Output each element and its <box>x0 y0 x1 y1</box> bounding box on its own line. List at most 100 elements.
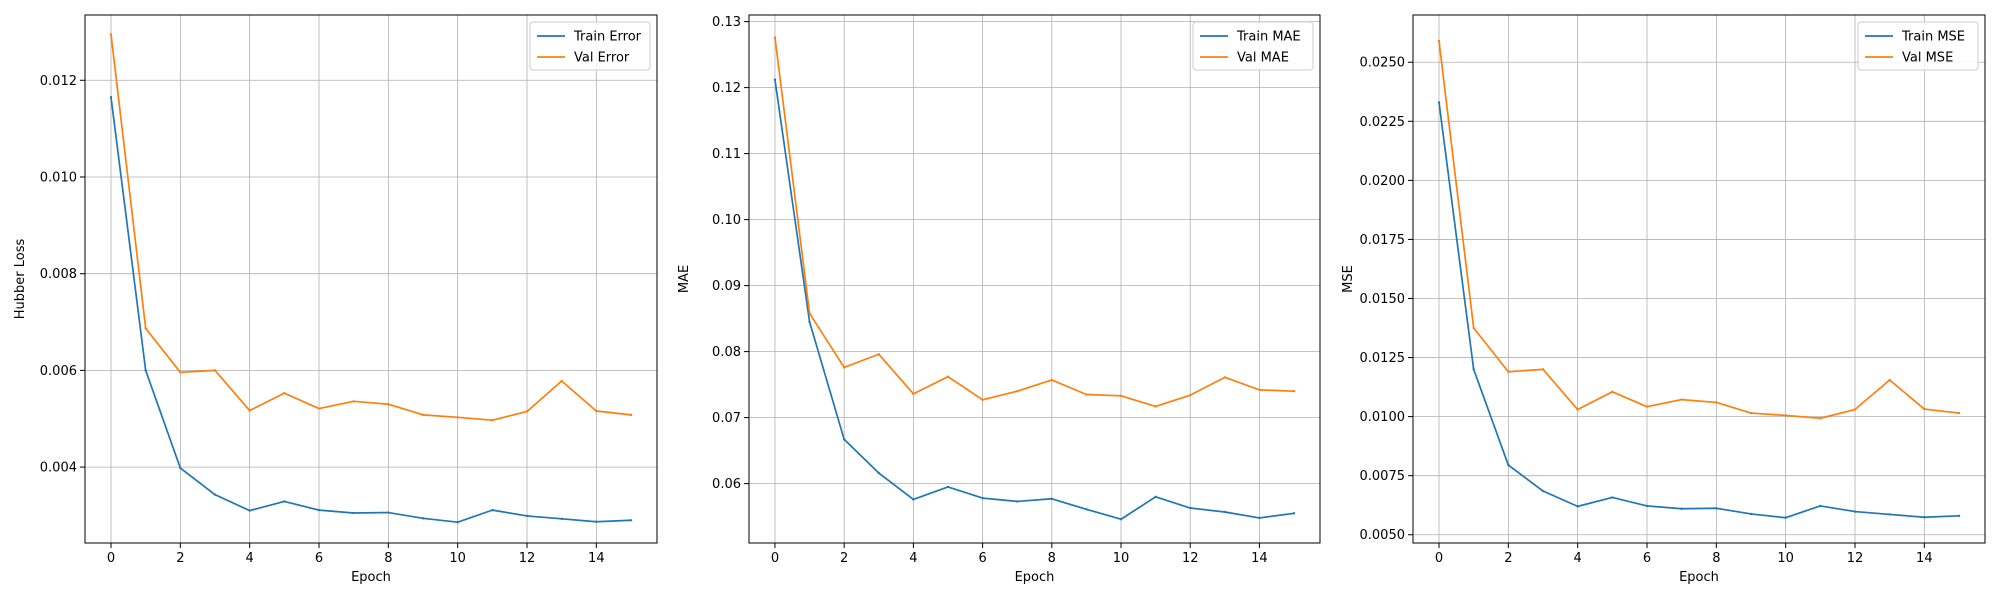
val-mae-point <box>981 398 984 401</box>
val-mse-point <box>1749 411 1753 415</box>
y-tick-label: 0.0150 <box>1360 292 1406 307</box>
train-error-point <box>595 520 598 523</box>
x-tick-label: 12 <box>1847 551 1864 566</box>
train-mae-point <box>912 498 915 501</box>
val-mae-point <box>946 375 950 378</box>
legend: Train Error Val Error <box>529 21 651 71</box>
y-tick-label: 0.0125 <box>1360 351 1406 366</box>
train-mae-point <box>1119 518 1123 521</box>
val-error-point <box>144 327 147 330</box>
val-mse-point <box>1576 408 1579 411</box>
y-tick-label: 0.012 <box>40 74 77 89</box>
val-error-point <box>352 400 355 403</box>
y-axis-label: MSE <box>1341 265 1356 293</box>
plot-frame <box>84 14 658 544</box>
train-mae-point <box>1258 516 1261 520</box>
val-error-point <box>421 413 425 417</box>
y-tick-label: 0.0200 <box>1360 174 1406 189</box>
train-error-point <box>283 500 286 503</box>
legend-box <box>1192 21 1314 71</box>
val-mae-point <box>1119 394 1123 398</box>
val-mae-point <box>842 366 846 369</box>
train-error-line <box>110 97 632 524</box>
val-mse-point <box>1472 326 1475 330</box>
train-error-point <box>248 509 251 512</box>
legend: Train MAE Val MAE <box>1192 21 1314 71</box>
val-mse-point <box>1923 407 1926 411</box>
train-mse-point <box>1437 101 1441 104</box>
y-tick-label: 0.09 <box>712 279 741 294</box>
val-mse-point <box>1888 378 1891 382</box>
legend-label-val-mae: Val MAE <box>1237 51 1289 66</box>
train-mae-point <box>808 320 811 324</box>
train-mae-point <box>877 471 880 475</box>
val-mse-point <box>1957 411 1961 415</box>
train-mse-point <box>1749 512 1753 516</box>
y-tick-label: 0.0100 <box>1360 410 1406 425</box>
val-error-point <box>525 410 529 413</box>
x-tick-label: 14 <box>588 551 605 566</box>
val-mae-point <box>1015 390 1019 393</box>
train-mse-point <box>1853 510 1857 513</box>
y-tick-label: 0.07 <box>712 411 741 426</box>
val-mae-point <box>808 312 811 315</box>
x-tick-label: 0 <box>107 551 115 566</box>
val-mae-point <box>1154 405 1157 408</box>
train-mae-point <box>981 496 984 500</box>
train-mae-point <box>1154 495 1157 498</box>
val-error-point <box>109 33 113 36</box>
y-axis-label: Hubber Loss <box>13 239 28 320</box>
train-mae-line <box>774 79 1295 521</box>
train-mse-point <box>1819 504 1822 508</box>
val-error-line <box>110 34 632 422</box>
mse-chart: 0 2 4 6 8 10 12 14 0.0050 0.0075 0.0100 0.0125 0.015… <box>1341 14 1986 585</box>
x-tick-label: 8 <box>1048 551 1056 566</box>
train-mse-point <box>1680 507 1683 510</box>
y-tick-label: 0.12 <box>712 81 741 96</box>
val-mse-point <box>1507 370 1510 373</box>
legend-label-train-mae: Train MAE <box>1236 30 1301 45</box>
plot-frame <box>1412 14 1986 544</box>
x-tick-label: 14 <box>1251 551 1268 566</box>
train-mse-point <box>1888 513 1891 516</box>
train-mae-point <box>946 485 950 489</box>
val-mae-point <box>1189 393 1192 397</box>
y-tick-label: 0.008 <box>40 267 77 282</box>
train-mae-point <box>842 438 846 441</box>
legend-label-train-error: Train Error <box>573 30 642 45</box>
legend-label-train-mse: Train MSE <box>1901 30 1965 45</box>
val-mae-point <box>773 36 777 39</box>
val-mae-point <box>1085 393 1088 396</box>
train-error-point <box>560 517 563 521</box>
val-mae-point <box>1223 376 1227 379</box>
legend-label-val-error: Val Error <box>574 51 630 66</box>
train-error-point <box>179 466 182 470</box>
train-mse-point <box>1645 504 1649 508</box>
train-error-point <box>421 517 425 520</box>
val-error-point <box>560 379 563 383</box>
x-axis-label: Epoch <box>1679 570 1719 585</box>
y-tick-label: 0.0225 <box>1360 115 1406 130</box>
x-tick-label: 2 <box>176 551 184 566</box>
y-tick-label: 0.010 <box>40 170 77 185</box>
x-tick-label: 10 <box>449 551 466 566</box>
val-error-point <box>283 391 286 395</box>
val-mse-point <box>1541 368 1545 371</box>
legend-box <box>1857 21 1979 71</box>
y-tick-label: 0.006 <box>40 364 77 379</box>
x-tick-label: 4 <box>909 551 917 566</box>
train-mse-point <box>1611 496 1614 499</box>
train-error-point <box>491 508 494 512</box>
val-mse-point <box>1715 401 1718 404</box>
train-mae-point <box>1292 512 1296 515</box>
train-mse-point <box>1923 516 1926 519</box>
y-tick-label: 0.11 <box>712 147 741 162</box>
x-tick-label: 2 <box>1504 551 1512 566</box>
val-error-point <box>629 413 633 417</box>
train-error-point <box>109 95 113 99</box>
x-tick-label: 12 <box>519 551 536 566</box>
x-tick-label: 4 <box>1574 551 1582 566</box>
train-mae-point <box>1085 508 1088 511</box>
y-tick-label: 0.06 <box>712 477 741 492</box>
